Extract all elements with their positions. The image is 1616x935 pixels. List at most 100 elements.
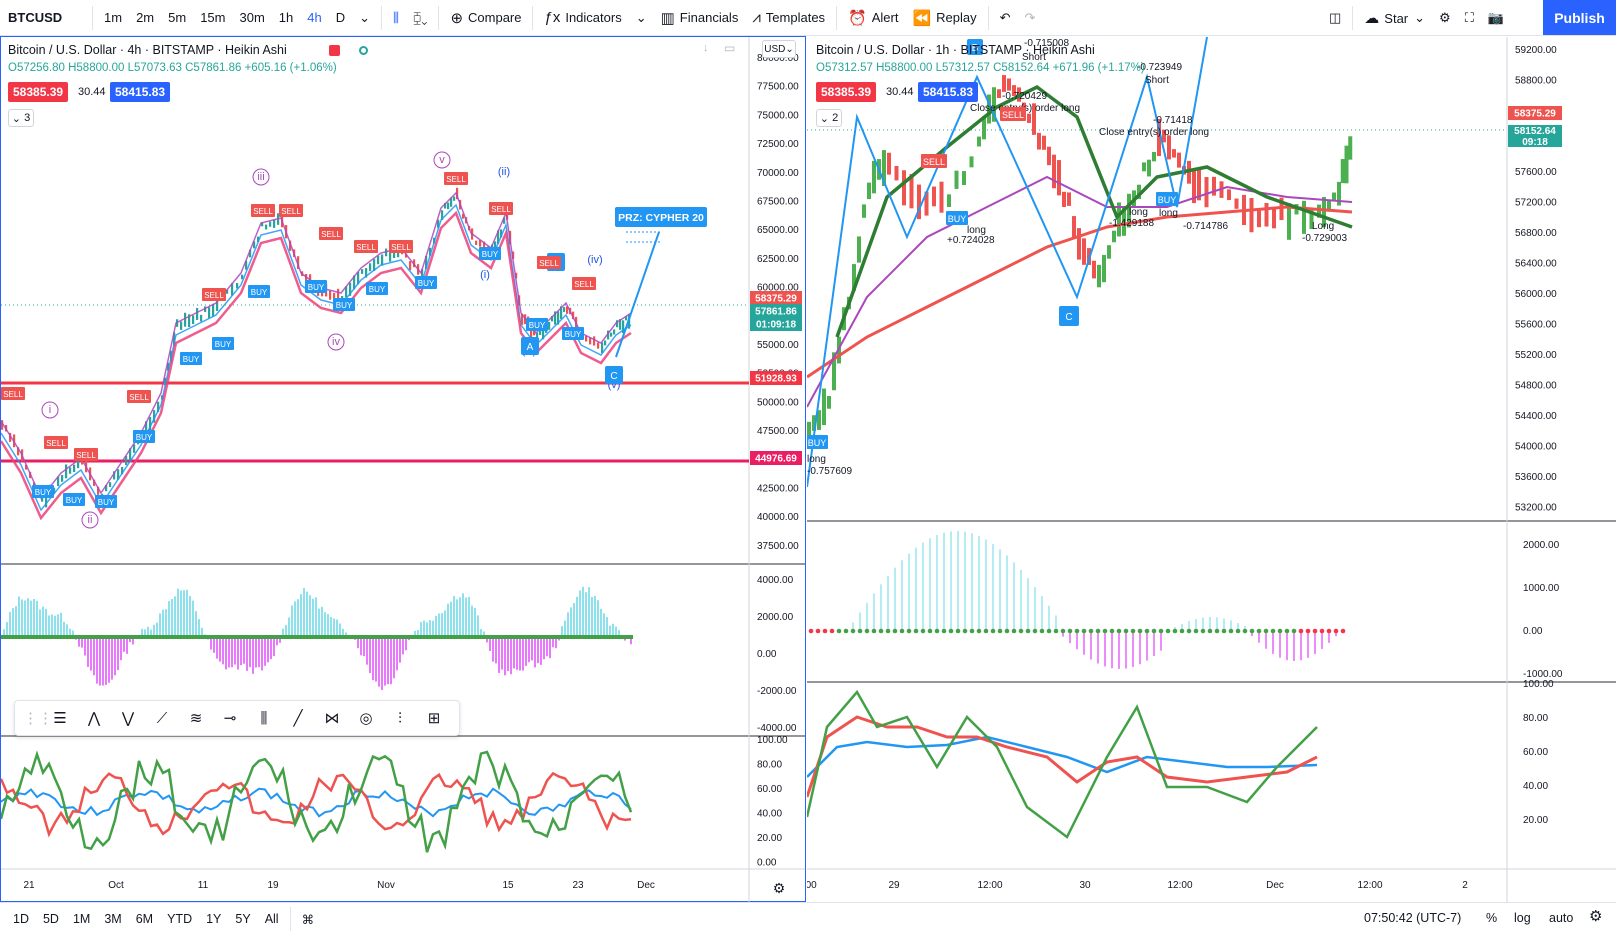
gann-box-icon[interactable]: ⊞ — [427, 710, 441, 727]
sell-signal-label: SELL — [76, 451, 96, 460]
right-indicators-toggle[interactable]: ⌄ 2 — [816, 109, 842, 127]
interval-1m[interactable]: 1m — [104, 10, 123, 25]
horizontal-ray-icon[interactable]: ⊸ — [223, 710, 237, 727]
replay-button[interactable]: ⏪ Replay — [905, 0, 983, 36]
right-bid-badge[interactable]: 58385.39 — [816, 82, 877, 102]
candle — [1142, 162, 1146, 172]
candle — [497, 230, 500, 244]
candle — [622, 320, 625, 334]
candle — [153, 410, 156, 423]
histogram-bar — [345, 632, 347, 637]
range-YTD[interactable]: YTD — [167, 912, 193, 926]
zero-dot — [878, 628, 884, 634]
interval-2m[interactable]: 2m — [136, 10, 155, 25]
layout-icon[interactable]: ◫ — [1329, 10, 1342, 25]
strategy-annotation: Long — [1312, 221, 1334, 232]
compare-button[interactable]: ⊕ Compare — [443, 0, 528, 36]
goto-date-icon[interactable]: ⌘ — [301, 912, 315, 927]
rsi-axis-label: 0.00 — [757, 858, 777, 869]
range-All[interactable]: All — [264, 912, 279, 926]
wave-label: (ii) — [498, 166, 510, 178]
histogram-bar — [387, 637, 389, 685]
fib-spiral-icon[interactable]: ◎ — [359, 710, 373, 727]
star-button[interactable]: ☁ Star ⌄ — [1357, 0, 1432, 36]
histogram-bar — [87, 637, 89, 667]
undo-icon[interactable]: ↶ — [999, 9, 1011, 25]
right-chart-canvas[interactable]: 59200.0058800.0058400.0058000.0057600.00… — [807, 37, 1616, 902]
left-indicators-toggle[interactable]: ⌄ 3 — [8, 109, 34, 127]
interval-15m[interactable]: 15m — [200, 10, 226, 25]
clock[interactable]: 07:50:42 (UTC-7) — [1364, 911, 1462, 925]
maximize-icon[interactable]: ▭ — [724, 41, 736, 55]
candle — [145, 421, 148, 433]
left-chart-canvas[interactable]: 80000.00 77500.00 75000.00 72500.00 70000.00… — [1, 37, 805, 902]
candle — [184, 312, 187, 327]
fib-timezone-icon[interactable]: ⫶ — [398, 709, 402, 727]
candles-style-icon[interactable]: ⧮⌄ — [413, 9, 428, 25]
bars-style-icon[interactable]: ⫼ — [393, 9, 399, 25]
range-5Y[interactable]: 5Y — [235, 912, 251, 926]
price-axis-label: 55200.00 — [1515, 350, 1557, 361]
range-6M[interactable]: 6M — [135, 912, 154, 926]
histogram-bar — [192, 600, 194, 637]
candle — [53, 487, 56, 494]
histogram-bar — [225, 637, 227, 670]
camera-icon[interactable]: 📷 — [1487, 10, 1504, 25]
histogram-bar — [375, 637, 377, 682]
xabcd-pattern-icon[interactable]: ⋈ — [324, 710, 340, 727]
publish-button[interactable]: Publish — [1543, 0, 1616, 35]
left-series-legend[interactable]: Bitcoin / U.S. Dollar · 4h · BITSTAMP · … — [8, 43, 287, 57]
histogram-bar — [417, 630, 419, 637]
currency-selector[interactable]: USD ⌄ — [762, 40, 796, 58]
fullscreen-icon[interactable]: ⛶ — [1464, 10, 1474, 25]
left-ask-badge[interactable]: 58415.83 — [110, 82, 171, 102]
sell-signal-label: SELL — [356, 243, 376, 252]
ray-icon[interactable]: ╱ — [293, 710, 303, 727]
fib-retracement-icon[interactable]: ⫼ — [260, 709, 268, 727]
pitchfork-icon[interactable]: ☰ — [53, 710, 67, 727]
interval-1h[interactable]: 1h — [278, 10, 294, 25]
flag-icon[interactable] — [329, 45, 340, 56]
range-5D[interactable]: 5D — [42, 912, 59, 926]
candle — [133, 444, 136, 453]
range-1M[interactable]: 1M — [72, 912, 91, 926]
parallel-channel-icon[interactable]: ≋ — [189, 710, 203, 727]
interval-5m[interactable]: 5m — [168, 10, 187, 25]
symbol-search[interactable]: BTCUSD — [8, 10, 63, 25]
left-chart-pane[interactable] — [0, 36, 806, 902]
left-bid-badge[interactable]: 58385.39 — [8, 82, 69, 102]
range-1D[interactable]: 1D — [13, 912, 29, 926]
elliott-wave-icon[interactable]: ⋁ — [121, 710, 135, 727]
trend-line-icon[interactable]: ⟋ — [156, 709, 168, 727]
histogram-bar — [258, 637, 260, 668]
indicators-button[interactable]: ƒx Indicators — [537, 0, 628, 36]
log-toggle[interactable]: log — [1514, 911, 1531, 925]
financials-button[interactable]: ▥ Financials — [654, 0, 746, 36]
osc-axis-label: -1000.00 — [1523, 669, 1563, 680]
percent-toggle[interactable]: % — [1486, 911, 1498, 925]
settings-gear-icon[interactable]: ⚙ — [1589, 908, 1603, 925]
redo-icon[interactable]: ↷ — [1024, 9, 1036, 25]
drag-handle-icon[interactable]: ⋮⋮ — [23, 710, 53, 727]
interval-4h[interactable]: 4h — [307, 10, 322, 25]
templates-button[interactable]: ⩘ Templates — [745, 0, 832, 36]
indicators-chevron-icon[interactable]: ⌄ — [635, 9, 647, 25]
candle — [192, 315, 195, 325]
interval-D[interactable]: D — [335, 10, 346, 25]
range-1Y[interactable]: 1Y — [206, 912, 222, 926]
right-series-legend[interactable]: Bitcoin / U.S. Dollar · 1h · BITSTAMP · … — [816, 43, 1095, 57]
interval-dropdown-chevron-icon[interactable]: ⌄ — [359, 9, 371, 25]
alert-button[interactable]: ⏰ Alert — [841, 0, 905, 36]
abcd-pattern-icon[interactable]: ⋀ — [87, 710, 101, 727]
range-3M[interactable]: 3M — [104, 912, 122, 926]
auto-toggle[interactable]: auto — [1549, 911, 1574, 925]
interval-30m[interactable]: 30m — [239, 10, 265, 25]
arrow-down-icon[interactable]: ↓ — [703, 42, 709, 54]
settings-gear-icon[interactable]: ⚙ — [1439, 10, 1451, 25]
rsi-axis-label: 80.00 — [757, 760, 782, 771]
right-ask-badge[interactable]: 58415.83 — [918, 82, 979, 102]
zero-dot — [885, 628, 891, 634]
histogram-bar — [369, 637, 371, 674]
candle — [349, 282, 352, 296]
zero-dot — [1032, 628, 1038, 634]
